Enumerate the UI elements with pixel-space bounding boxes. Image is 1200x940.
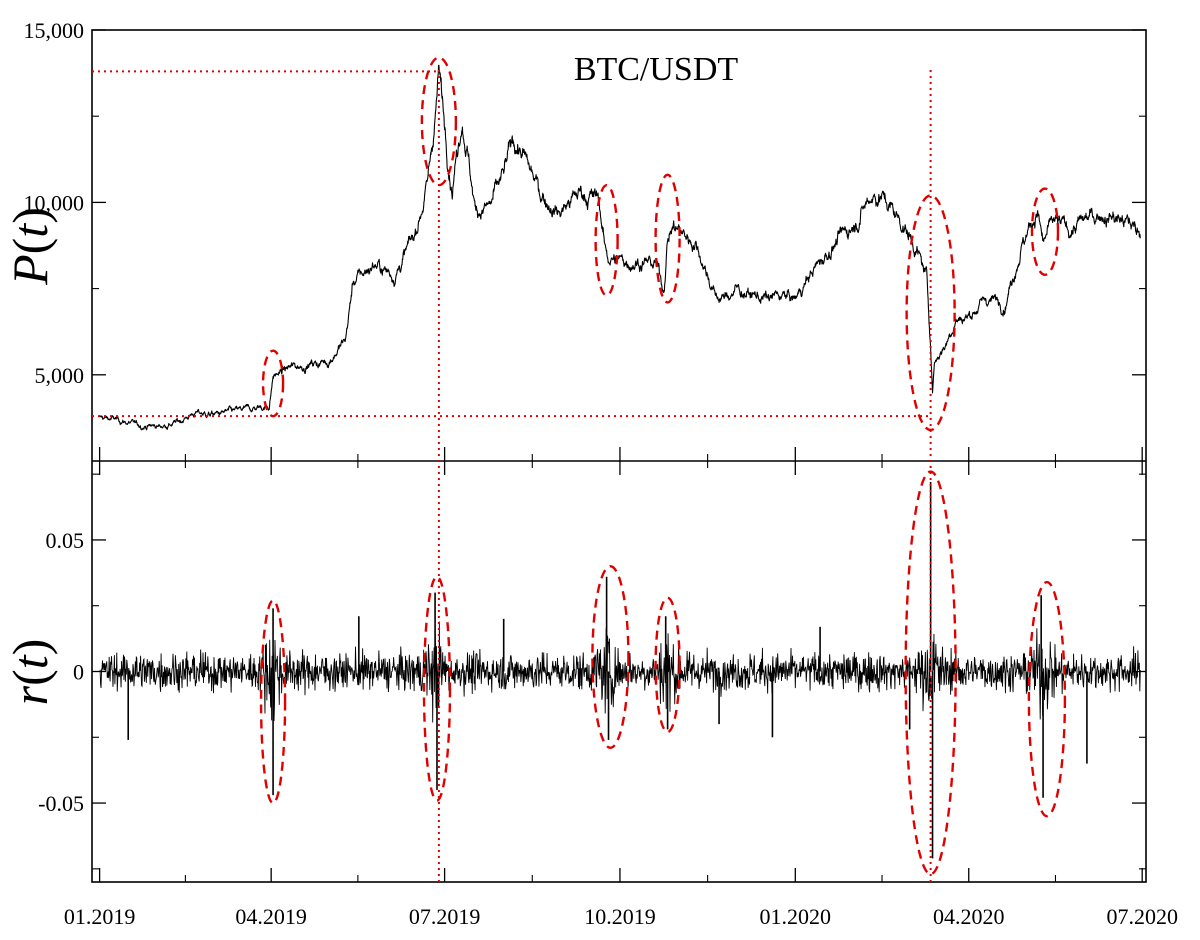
return-event-ellipse: [1027, 580, 1067, 818]
return-event-ellipse: [904, 470, 957, 876]
axis-ticks: 01.2019 04.2019 07.2019 10.2019 01.2020 04.20…: [24, 18, 1178, 929]
price-axis-title-symbol: P: [2, 254, 58, 286]
x-tick-label: 04.2019: [235, 904, 307, 929]
x-tick-label: 07.2020: [1106, 904, 1178, 929]
price-event-ellipse: [654, 173, 681, 304]
price-y-tick-label: 10,000: [24, 190, 85, 215]
price-y-tick-label: 15,000: [24, 18, 85, 43]
price-event-ellipse: [594, 183, 619, 297]
price-event-ellipse: [1030, 187, 1060, 277]
price-axis-title: P(t): [2, 207, 58, 286]
x-tick-label: 04.2020: [933, 904, 1005, 929]
return-axis-title-var: t: [2, 654, 58, 669]
price-axis-title-group: P(t): [2, 207, 58, 286]
price-line: [99, 64, 1141, 431]
x-tick-label: 01.2020: [760, 904, 832, 929]
return-y-tick-label: -0.05: [38, 791, 84, 816]
returns-series: [99, 482, 1141, 859]
x-tick-label: 01.2019: [64, 904, 136, 929]
return-event-ellipse: [654, 596, 681, 734]
return-event-ellipse: [259, 599, 287, 805]
return-y-tick-label: 0.05: [46, 528, 85, 553]
highlight-annotations: [92, 56, 1067, 882]
return-axis-title-symbol: r: [2, 685, 58, 705]
return-axis-title: r(t): [2, 639, 58, 706]
plot-frame: [91, 29, 1147, 883]
price-event-ellipse: [261, 349, 285, 418]
price-event-ellipse: [420, 56, 458, 187]
return-event-ellipse: [591, 565, 630, 750]
chart-title: BTC/USDT: [574, 51, 739, 88]
price-series: [99, 64, 1141, 431]
x-tick-label: 07.2019: [409, 904, 481, 929]
return-y-tick-label: 0: [73, 660, 84, 685]
price-y-tick-label: 5,000: [35, 363, 85, 388]
x-tick-label: 10.2019: [584, 904, 656, 929]
price-axis-title-var: t: [2, 223, 58, 238]
price-event-ellipse: [905, 194, 956, 432]
return-event-ellipse: [422, 575, 452, 802]
return-axis-title-group: r(t): [2, 639, 58, 706]
